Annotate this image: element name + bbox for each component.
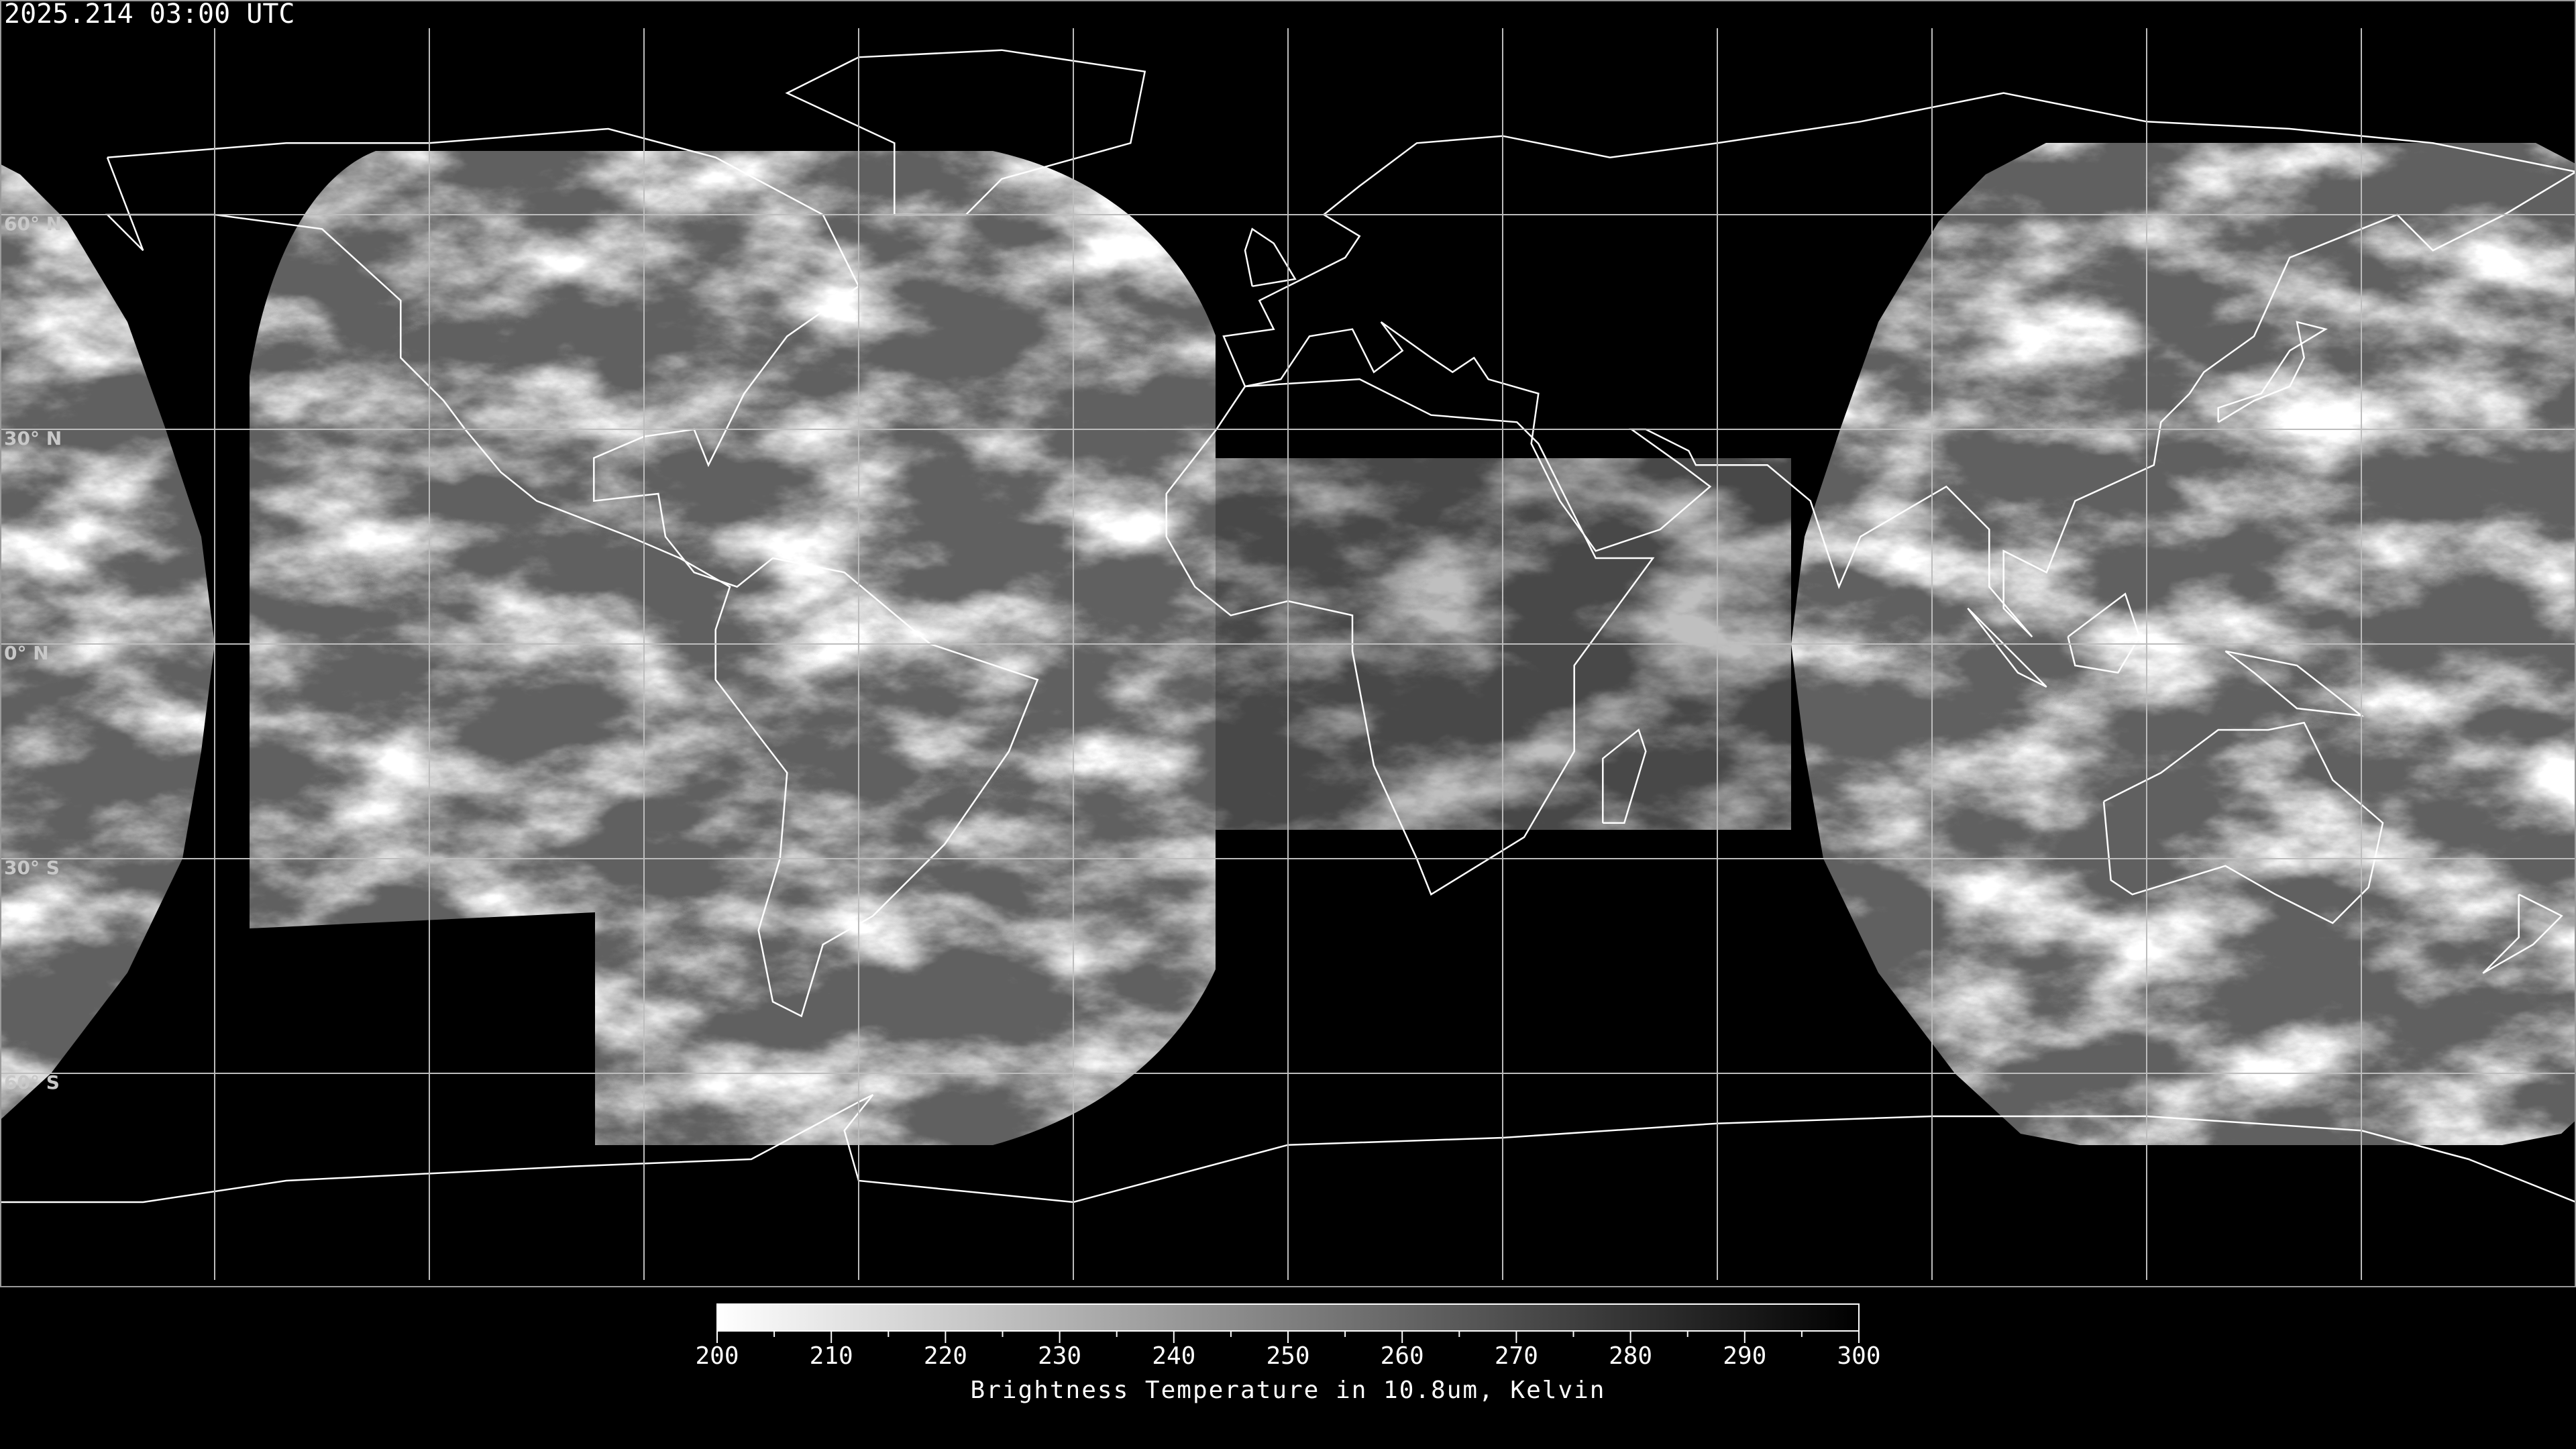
- graticule: [0, 28, 2576, 1280]
- coastline-japan: [2217, 321, 2328, 423]
- coastline-americas: [105, 127, 1039, 1018]
- map-border: [0, 0, 2576, 1287]
- colorbar-title: Brightness Temperature in 10.8um, Kelvin: [971, 1377, 1606, 1404]
- colorbar-tick-label: 290: [1723, 1342, 1766, 1370]
- colorbar-tick-label: 260: [1381, 1342, 1424, 1370]
- colorbar-tick-labels: 200 210 220 230 240 250 260 270 280 290 300: [695, 1342, 1880, 1370]
- colorbar-gradient: [716, 1303, 1860, 1332]
- colorbar-tick-label: 200: [695, 1342, 739, 1370]
- lat-label-30s: 30° S: [4, 857, 60, 879]
- colorbar-tick-label: 270: [1495, 1342, 1538, 1370]
- lat-label-60s: 60° S: [4, 1071, 60, 1093]
- coastline-sumatra: [1967, 607, 2047, 688]
- lat-label-60n: 60° N: [4, 213, 62, 235]
- colorbar-tick-label: 300: [1837, 1342, 1880, 1370]
- colorbar: 200 210 220 230 240 250 260 270 280 290 300 Bright…: [695, 1303, 1881, 1404]
- colorbar-tick-label: 240: [1152, 1342, 1195, 1370]
- colorbar-tick-label: 220: [924, 1342, 967, 1370]
- lat-label-0n: 0° N: [4, 642, 49, 664]
- colorbar-tick-label: 250: [1266, 1342, 1309, 1370]
- timestamp-title: 2025.214 03:00 UTC: [4, 0, 294, 30]
- coastline-antarctica: [0, 1093, 2576, 1203]
- colorbar-tick-label: 280: [1609, 1342, 1652, 1370]
- coastline-borneo: [2067, 592, 2141, 674]
- lat-label-30n: 30° N: [4, 427, 62, 449]
- coastline-asia-east: [1244, 170, 2576, 638]
- coastline-madagascar: [1602, 728, 1647, 824]
- coastline-africa: [1165, 378, 1655, 896]
- coastline-new-guinea: [2224, 650, 2365, 717]
- coastline-australia: [2102, 721, 2384, 924]
- coastline-new-zealand: [2482, 894, 2563, 974]
- colorbar-tick-label: 230: [1038, 1342, 1081, 1370]
- colorbar-tick-label: 210: [810, 1342, 853, 1370]
- colorbar-ticks: [716, 1331, 1860, 1343]
